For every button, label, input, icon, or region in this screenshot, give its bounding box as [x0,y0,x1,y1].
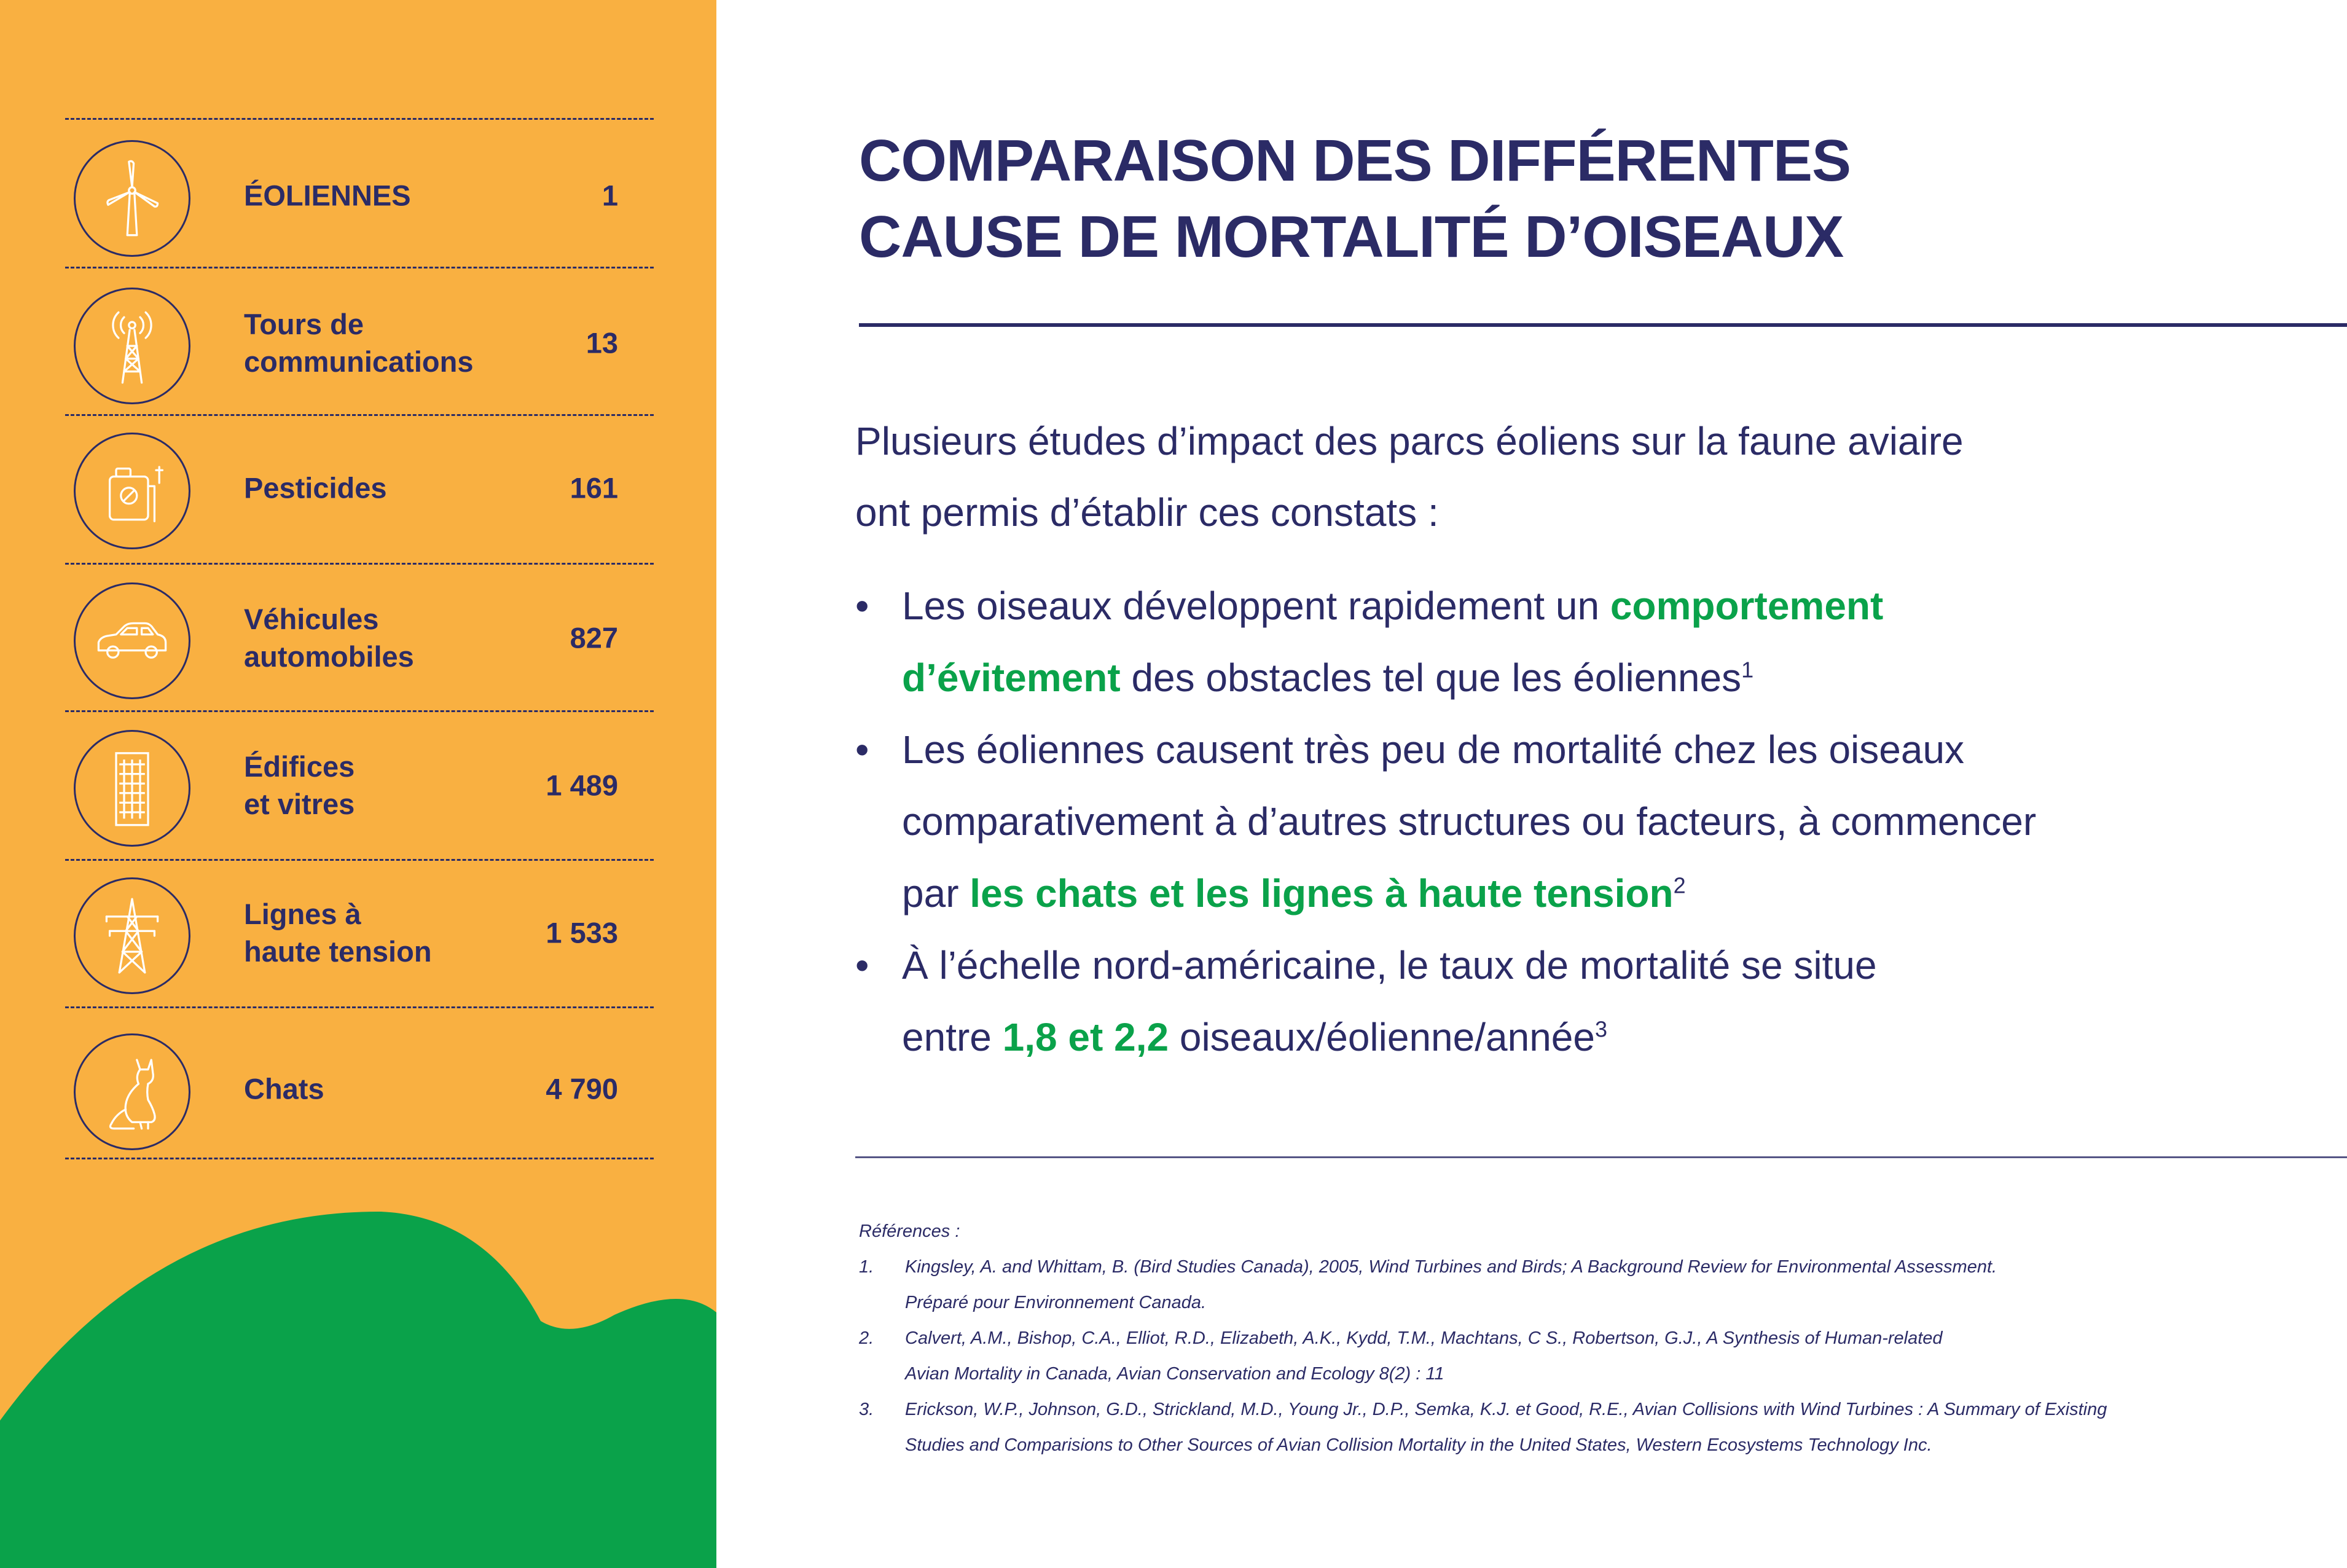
intro-paragraph: Plusieurs études d’impact des parcs éoli… [855,419,1964,535]
divider [65,859,654,861]
references-section: Références : 1. Kingsley, A. and Whittam… [859,1213,2333,1463]
car-icon [74,582,190,699]
divider [65,414,654,416]
divider [65,1158,654,1159]
sidebar-item-label: Pesticides [244,471,387,504]
communication-tower-icon [74,288,190,404]
sidebar-item-value: 4 790 [546,1072,618,1105]
page-title: COMPARAISON DES DIFFÉRENTES CAUSE DE MOR… [859,128,1851,270]
sidebar-item-label: Chats [244,1072,324,1105]
highlight-text: comportement [1610,584,1884,628]
sidebar-item-value: 161 [570,471,618,504]
sidebar-item-value: 13 [586,326,618,359]
references-title: Références : [859,1221,960,1241]
sidebar-item-label: ÉOLIENNES [244,179,411,212]
findings-list: Les oiseaux développent rapidement un co… [855,570,2330,1073]
divider [65,118,654,120]
reference-item: 2. Calvert, A.M., Bishop, C.A., Elliot, … [859,1328,1943,1384]
sidebar-item-label: automobiles [244,640,414,673]
highlight-text: d’évitement [902,656,1121,700]
sidebar-item-value: 827 [570,621,618,654]
sidebar-item-label: Véhicules [244,603,379,635]
building-icon [74,730,190,847]
sidebar-item-pesticides: Pesticides 161 [0,415,716,560]
list-item: Les oiseaux développent rapidement un co… [855,570,2330,714]
divider [65,1006,654,1008]
power-pylon-icon [74,877,190,994]
highlight-text: 1,8 et 2,2 [1002,1015,1169,1059]
footnote-marker: 2 [1673,872,1686,898]
green-hills-decoration [0,1211,716,1568]
sidebar-item-wind-turbines: ÉOLIENNES 1 [0,123,716,268]
highlight-text: les chats et les lignes à haute tension [970,871,1674,915]
sidebar-item-communication-towers: Tours de communications 13 [0,270,716,415]
pesticide-sprayer-icon [74,433,190,549]
sidebar-item-value: 1 [601,179,618,212]
sidebar-item-label: Lignes à [244,898,361,930]
title-divider [859,323,2347,327]
list-item: Les éoliennes causent très peu de mortal… [855,714,2330,930]
sidebar-item-value: 1 489 [546,769,618,802]
sidebar-item-value: 1 533 [546,916,618,949]
sidebar-item-label: Édifices [244,750,355,783]
list-item: À l’échelle nord-américaine, le taux de … [855,930,2330,1073]
sidebar-item-label: haute tension [244,935,432,968]
references-divider [855,1156,2347,1158]
divider [65,710,654,712]
divider [65,563,654,565]
reference-item: 3. Erickson, W.P., Johnson, G.D., Strick… [859,1400,2107,1455]
footnote-marker: 3 [1594,1016,1607,1042]
cat-icon [74,1033,190,1150]
sidebar-panel: ÉOLIENNES 1 Tours de communications 13 [0,0,716,1568]
sidebar-item-cats: Chats 4 790 [0,1016,716,1161]
sidebar-item-buildings: Édifices et vitres 1 489 [0,713,716,858]
sidebar-item-power-lines: Lignes à haute tension 1 533 [0,860,716,1005]
wind-turbine-icon [74,140,190,257]
sidebar-item-label: Tours de [244,308,364,340]
footnote-marker: 1 [1741,657,1754,683]
reference-item: 1. Kingsley, A. and Whittam, B. (Bird St… [859,1257,1997,1312]
sidebar-item-vehicles: Véhicules automobiles 827 [0,565,716,710]
sidebar-item-label: communications [244,345,474,378]
sidebar-item-label: et vitres [244,788,355,820]
divider [65,267,654,269]
